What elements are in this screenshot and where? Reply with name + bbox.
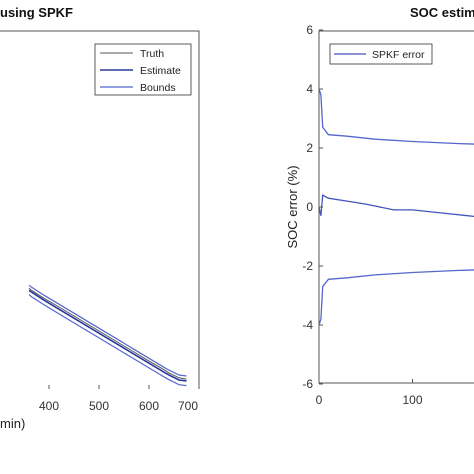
right-axes-frame [318,30,474,384]
left-series-lines [28,284,187,387]
right-y-tick-label: 0 [306,200,313,214]
left-series-bounds-line [28,284,187,377]
left-x-ticks: 400 500 600 700 [39,385,200,413]
right-chart-title: SOC estim [410,5,474,20]
left-x-axis-label: min) [0,416,25,431]
legend-label-bounds: Bounds [140,82,176,94]
right-x-tick-label: 0 [316,393,323,407]
right-x-tick-label: 100 [402,393,422,407]
right-series-lines [318,88,474,326]
left-series-bounds-line [28,294,187,387]
right-y-ticks: 6 4 2 0 -2 -4 -6 [302,23,323,391]
right-y-tick-label: -6 [302,377,313,391]
right-y-axis-label: SOC error (%) [285,165,300,248]
left-legend: Truth Estimate Bounds [94,43,192,96]
right-y-tick-label: -4 [302,318,313,332]
right-series-spkf-error-line [318,194,474,218]
left-x-tick-label: 500 [89,399,109,413]
right-legend: SPKF error [329,43,433,65]
left-chart: using SPKF 400 500 600 700 min) Truth Estim… [0,5,200,431]
legend-label-estimate: Estimate [140,65,181,77]
legend-label-truth: Truth [140,48,164,60]
left-x-tick-label: 400 [39,399,59,413]
left-x-tick-label: 600 [139,399,159,413]
legend-label-spkf-error: SPKF error [372,49,425,61]
left-x-tick-label: 700 [178,399,198,413]
left-series-estimate-line [28,289,187,382]
left-axes-frame [0,30,200,389]
right-x-ticks: 0100200 [316,379,423,407]
right-y-tick-label: 2 [306,141,313,155]
right-y-tick-label: 6 [306,23,313,37]
right-legend-box [329,43,433,65]
left-series-truth-line [28,287,187,380]
right-y-tick-label: 4 [306,82,313,96]
left-chart-title: using SPKF [0,5,73,20]
right-series-bounds-line [318,88,474,145]
right-series-bounds-line [318,269,474,326]
right-y-tick-label: -2 [302,259,313,273]
